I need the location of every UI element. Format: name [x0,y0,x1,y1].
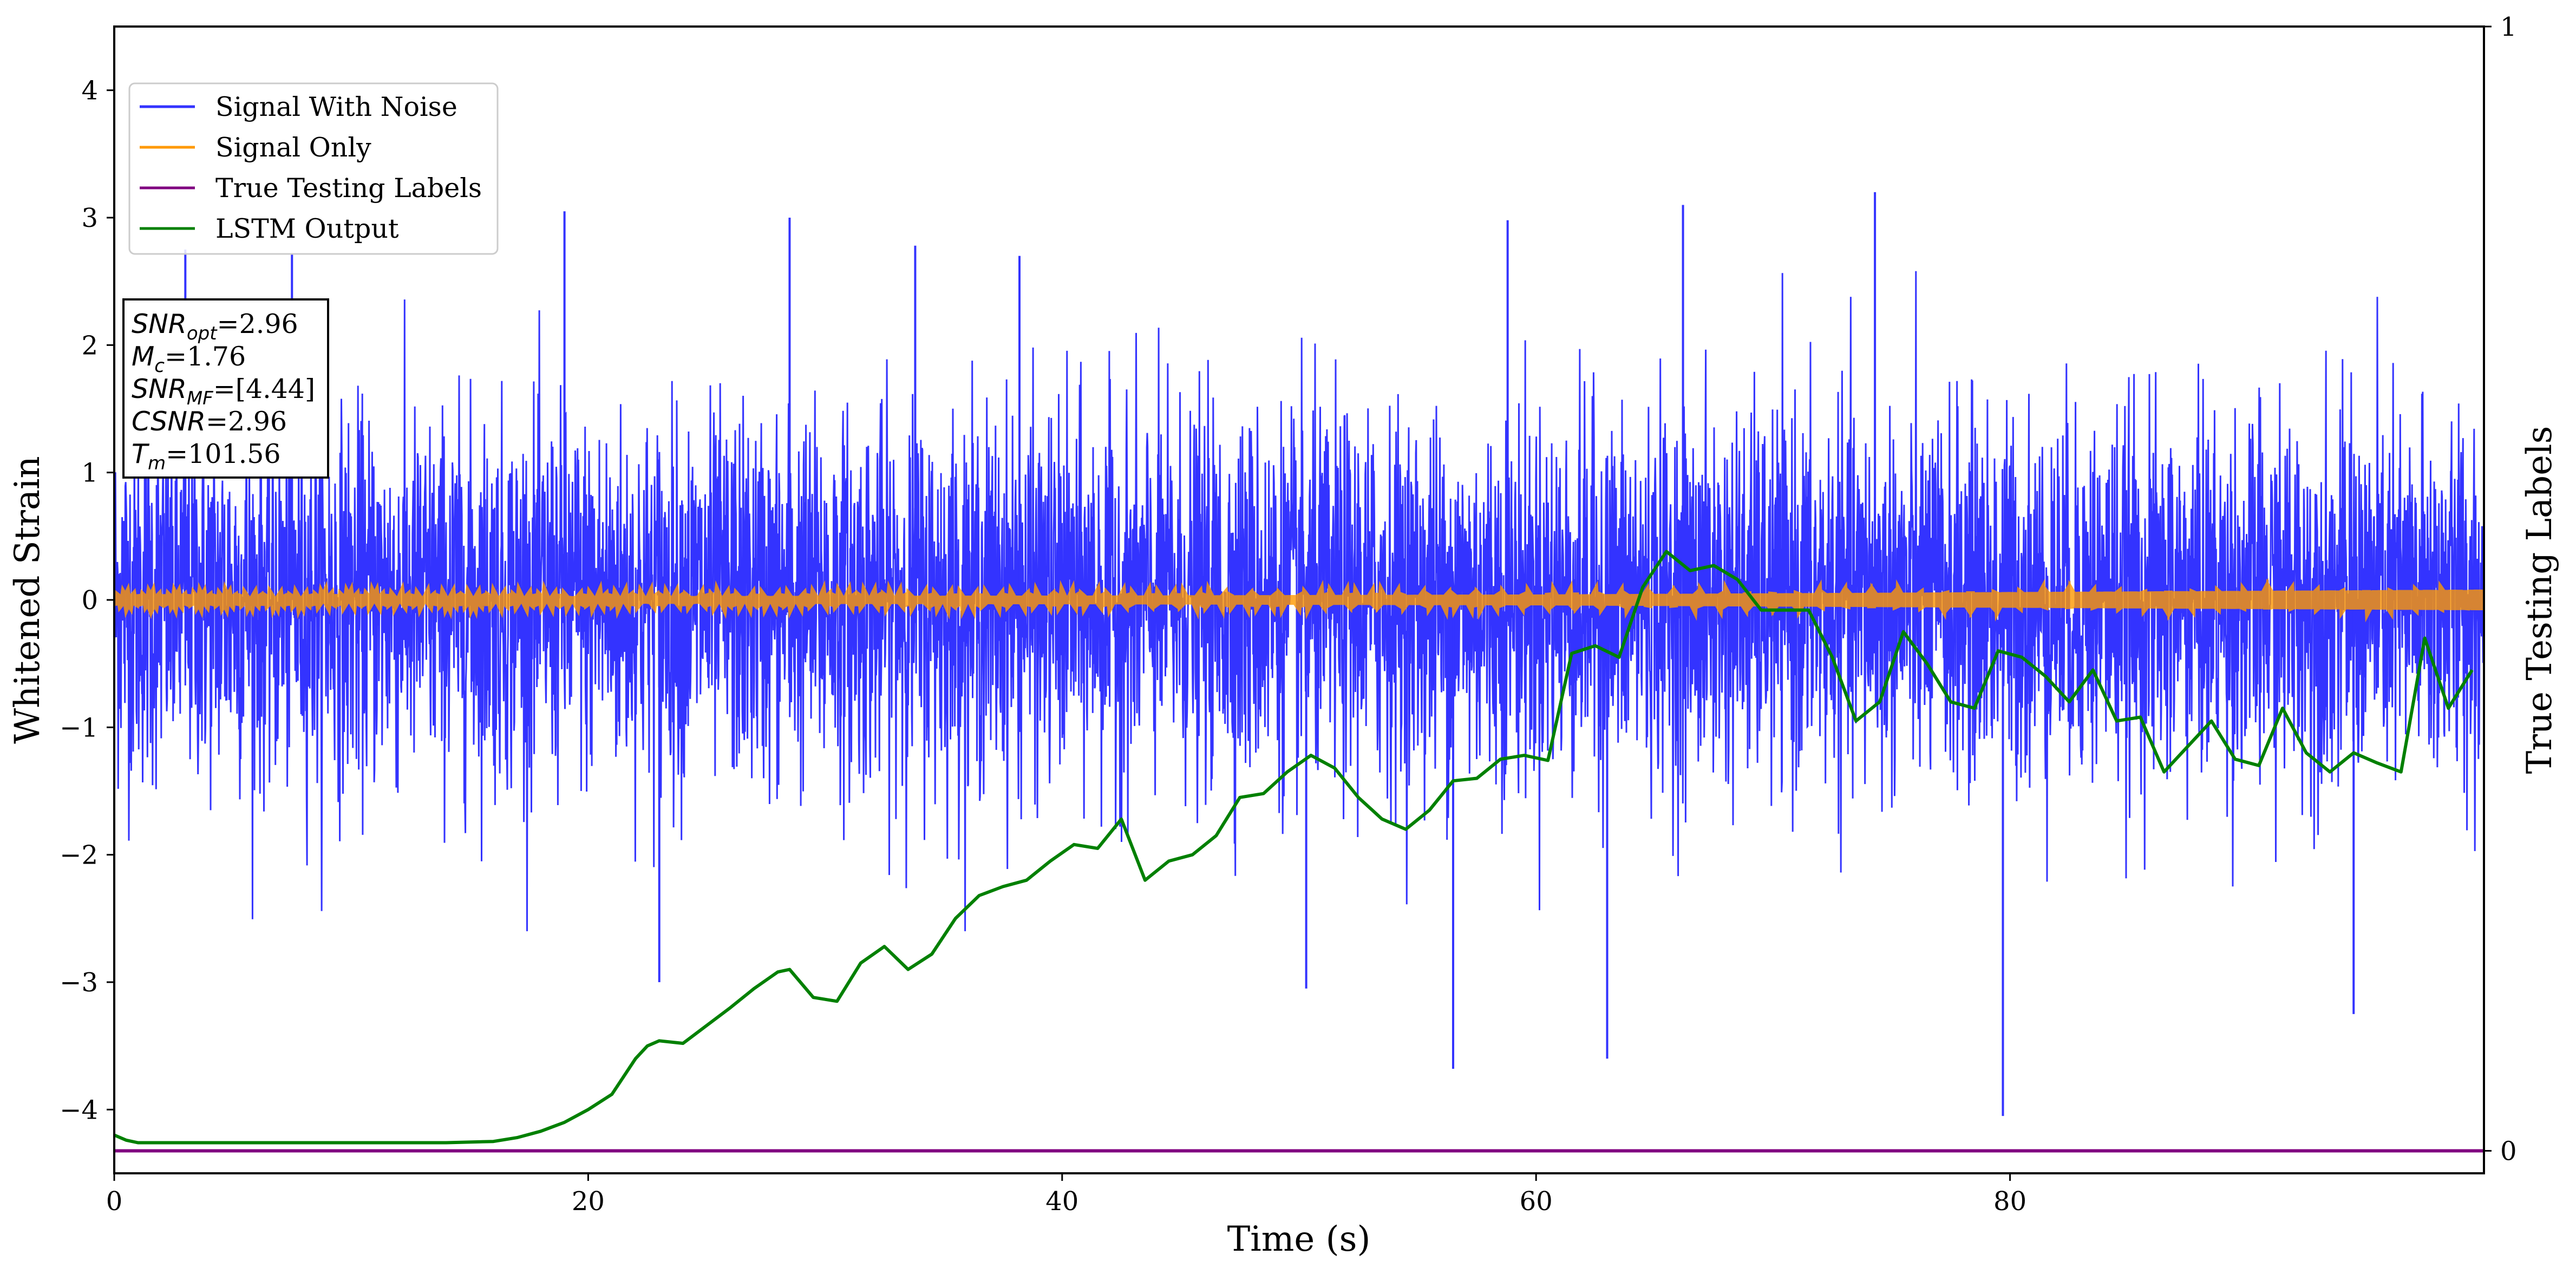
x-tick-label: 0 [106,1186,123,1217]
x-tick-label: 80 [1993,1186,2026,1217]
plot-area [114,192,2484,1153]
x-axis: 0 20 40 60 80 [106,1173,2026,1217]
y-tick-label: −2 [60,840,98,871]
x-tick-label: 40 [1045,1186,1078,1217]
y2-tick-label: 0 [2500,1136,2517,1166]
y-tick-label: 3 [81,203,98,233]
y-tick-label: −3 [60,968,98,998]
annotation-line: CSNR=2.96 [132,406,287,437]
lstm-trace [114,550,2474,1145]
y-tick-label: 4 [81,76,98,106]
legend-label: True Testing Labels [215,173,482,204]
y-axis-right: 01 [2484,12,2517,1166]
y-tick-label: 0 [81,585,98,616]
x-axis-title: Time (s) [1227,1219,1371,1259]
legend-label: Signal With Noise [215,92,457,122]
y-tick-label: 2 [81,330,98,361]
y-tick-label: −1 [60,713,98,743]
legend-frame [128,82,499,255]
legend-label: Signal Only [215,132,371,163]
y2-axis-title: True Testing Labels [2520,426,2560,774]
y-axis-title: Whitened Strain [8,456,48,743]
y-axis-left: −4 −3 −2 −1 0 1 2 3 4 [60,76,114,1125]
series-signal-only [114,578,2484,623]
x-tick-label: 20 [572,1186,605,1217]
series-lstm-output [114,550,2474,1145]
y-tick-label: −4 [60,1095,98,1125]
annotation-line: Tm=101.56 [132,439,281,474]
y-tick-label: 1 [81,458,98,488]
annotation-line: Mc=1.76 [132,341,246,377]
legend: Signal With Noise Signal Only True Testing… [128,82,499,255]
annotation-box: SNRopt=2.96Mc=1.76SNRMF=[4.44]CSNR=2.96T… [122,298,329,479]
x-tick-label: 60 [1520,1186,1553,1217]
legend-label: LSTM Output [215,213,399,244]
y2-tick-label: 1 [2500,12,2517,42]
series-signal-with-noise [114,192,2484,1116]
signal-trace [114,578,2484,623]
annotation-frame [122,298,329,479]
annotation-line: SNRopt=2.96 [132,309,298,344]
annotation-line: SNRMF=[4.44] [132,374,315,409]
